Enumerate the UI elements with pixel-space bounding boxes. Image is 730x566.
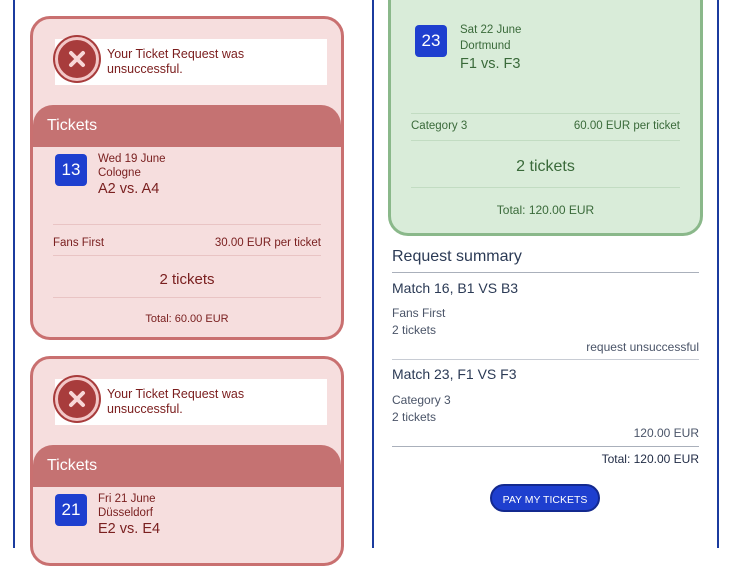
summary-match-23: Match 23, F1 VS F3 bbox=[392, 366, 517, 382]
ticket-count: 2 tickets bbox=[159, 271, 215, 288]
summary-title: Request summary bbox=[392, 248, 522, 265]
tickets-header: Tickets bbox=[33, 445, 341, 487]
error-message-box: Your Ticket Request was unsuccessful. bbox=[55, 37, 327, 85]
summary-status: request unsuccessful bbox=[586, 340, 699, 354]
summary-ticket-count: 2 tickets bbox=[392, 410, 437, 424]
summary-ticket-count: 2 tickets bbox=[392, 323, 437, 337]
match-number-badge: 13 bbox=[55, 154, 87, 186]
ticket-price: 30.00 EUR per ticket bbox=[214, 237, 321, 249]
error-x-icon bbox=[55, 377, 99, 421]
summary-divider bbox=[392, 359, 699, 360]
divider bbox=[53, 255, 321, 256]
summary-category: Category 3 bbox=[392, 393, 451, 407]
match-city: Cologne bbox=[98, 167, 141, 179]
divider bbox=[411, 187, 680, 188]
error-x-icon bbox=[55, 37, 99, 81]
left-divider bbox=[13, 0, 15, 548]
card-total: Total: 60.00 EUR bbox=[145, 313, 229, 325]
divider bbox=[411, 140, 680, 141]
summary-match-16: Match 16, B1 VS B3 bbox=[392, 280, 519, 296]
card-total: Total: 120.00 EUR bbox=[496, 203, 595, 217]
error-text: Your Ticket Request was unsuccessful. bbox=[107, 387, 245, 416]
match-teams: F1 vs. F3 bbox=[460, 56, 521, 72]
match-teams: A2 vs. A4 bbox=[98, 181, 160, 197]
error-text: Your Ticket Request was unsuccessful. bbox=[107, 47, 245, 76]
match-city: Düsseldorf bbox=[98, 507, 153, 519]
pay-my-tickets-button[interactable]: PAY MY TICKETS bbox=[490, 484, 600, 512]
match-date: Wed 19 June bbox=[98, 153, 166, 165]
ticket-card-21: Your Ticket Request was unsuccessful. Ti… bbox=[30, 356, 344, 566]
ticket-card-23: 23 Sat 22 June Dortmund F1 vs. F3 Catego… bbox=[388, 0, 703, 236]
summary-amount: 120.00 EUR bbox=[633, 426, 699, 440]
match-date: Fri 21 June bbox=[98, 493, 156, 505]
ticket-category: Fans First bbox=[53, 237, 105, 249]
ticket-count: 2 tickets bbox=[516, 158, 575, 175]
divider bbox=[53, 297, 321, 298]
divider bbox=[411, 113, 680, 114]
right-divider bbox=[717, 0, 719, 548]
match-city: Dortmund bbox=[460, 40, 511, 52]
error-message-box: Your Ticket Request was unsuccessful. bbox=[55, 377, 327, 425]
match-number-badge: 23 bbox=[415, 25, 447, 57]
tickets-header: Tickets bbox=[33, 105, 341, 147]
summary-total: Total: 120.00 EUR bbox=[601, 452, 699, 466]
match-date: Sat 22 June bbox=[460, 24, 522, 36]
middle-divider bbox=[372, 0, 374, 548]
match-teams: E2 vs. E4 bbox=[98, 521, 161, 537]
ticket-price: 60.00 EUR per ticket bbox=[573, 120, 680, 132]
divider bbox=[53, 224, 321, 225]
summary-divider bbox=[392, 272, 699, 273]
summary-category: Fans First bbox=[392, 306, 446, 320]
ticket-category: Category 3 bbox=[411, 120, 468, 132]
match-number-badge: 21 bbox=[55, 494, 87, 526]
ticket-card-13: Your Ticket Request was unsuccessful. Ti… bbox=[30, 16, 344, 340]
summary-divider bbox=[392, 446, 699, 447]
